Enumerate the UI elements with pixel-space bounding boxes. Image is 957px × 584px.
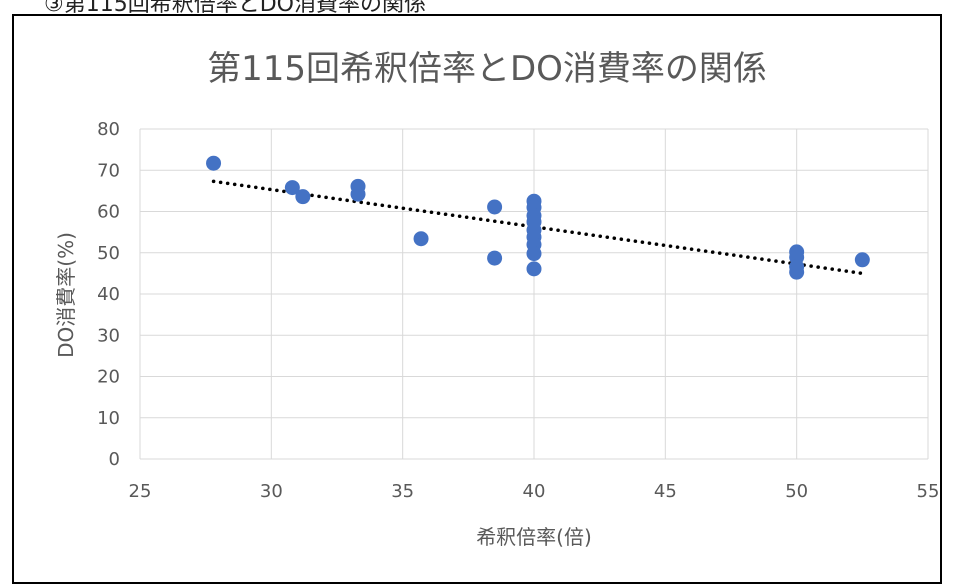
y-axis-label: DO消費率(%) (54, 232, 78, 358)
data-point (350, 186, 366, 202)
y-tick-label: 50 (97, 243, 120, 264)
y-tick-label: 10 (97, 408, 120, 429)
data-point (487, 250, 503, 266)
data-point (487, 199, 503, 215)
data-point (284, 180, 300, 196)
data-point (789, 264, 805, 280)
x-tick-label: 35 (391, 481, 414, 502)
y-tick-label: 60 (97, 202, 120, 223)
y-axis-ticks: 0 10 20 30 40 50 60 70 80 (97, 119, 120, 470)
data-point (526, 246, 542, 262)
x-tick-label: 40 (523, 481, 546, 502)
cropped-heading-text: ③第115回希釈倍率とDO消費率の関係 (44, 0, 426, 14)
x-tick-label: 30 (260, 481, 283, 502)
x-tick-label: 55 (917, 481, 940, 502)
data-point (526, 261, 542, 277)
chart-frame (12, 14, 942, 584)
data-point (854, 252, 870, 268)
data-point (295, 189, 311, 205)
x-tick-label: 45 (654, 481, 677, 502)
y-tick-label: 40 (97, 284, 120, 305)
data-points (206, 155, 870, 280)
y-tick-label: 0 (109, 449, 120, 470)
y-tick-label: 70 (97, 160, 120, 181)
x-tick-label: 25 (129, 481, 152, 502)
data-point (206, 155, 222, 171)
x-tick-label: 50 (785, 481, 808, 502)
y-tick-label: 80 (97, 119, 120, 140)
chart-title: 第115回希釈倍率とDO消費率の関係 (207, 49, 767, 89)
grid-lines (139, 128, 929, 460)
x-axis-label: 希釈倍率(倍) (476, 525, 592, 549)
cropped-heading: ③第115回希釈倍率とDO消費率の関係 (0, 0, 957, 14)
x-axis-ticks: 25 30 35 40 45 50 55 (129, 481, 940, 502)
data-point (413, 231, 429, 247)
y-tick-label: 20 (97, 367, 120, 388)
y-tick-label: 30 (97, 325, 120, 346)
